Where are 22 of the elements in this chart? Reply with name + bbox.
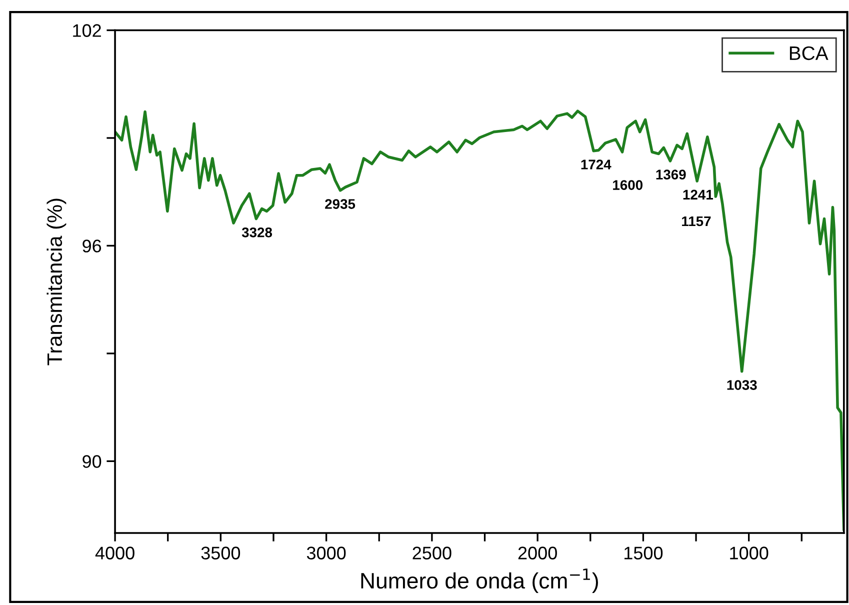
x-tick-label: 4000 bbox=[95, 546, 134, 560]
x-tick-label: 1500 bbox=[624, 546, 663, 560]
x-tick-label: 3500 bbox=[201, 546, 240, 560]
annotation: 1033 bbox=[727, 380, 757, 390]
line-series bbox=[115, 110, 844, 531]
y-tick-label: 90 bbox=[82, 455, 102, 468]
annotation: 1241 bbox=[683, 190, 713, 200]
x-tick-label: 2500 bbox=[412, 546, 452, 560]
x-axis-title: Numero de onda (cm$^{−1}$) bbox=[361, 568, 598, 594]
y-axis-title: Transmitancia (%) bbox=[46, 198, 66, 366]
annotation: 1157 bbox=[682, 216, 711, 226]
annotation: 1724 bbox=[581, 160, 612, 170]
y-tick-label: 102 bbox=[73, 24, 101, 37]
legend-label: BCA bbox=[790, 46, 828, 60]
annotation: 1600 bbox=[613, 180, 643, 190]
annotation: 1369 bbox=[656, 170, 686, 180]
annotation: 3328 bbox=[242, 227, 272, 238]
x-tick-label: 2000 bbox=[518, 546, 557, 560]
x-tick-label: 3000 bbox=[306, 546, 346, 560]
y-tick-label: 96 bbox=[82, 240, 102, 252]
annotation: 2935 bbox=[325, 199, 356, 209]
x-tick-label: 1000 bbox=[730, 546, 768, 560]
